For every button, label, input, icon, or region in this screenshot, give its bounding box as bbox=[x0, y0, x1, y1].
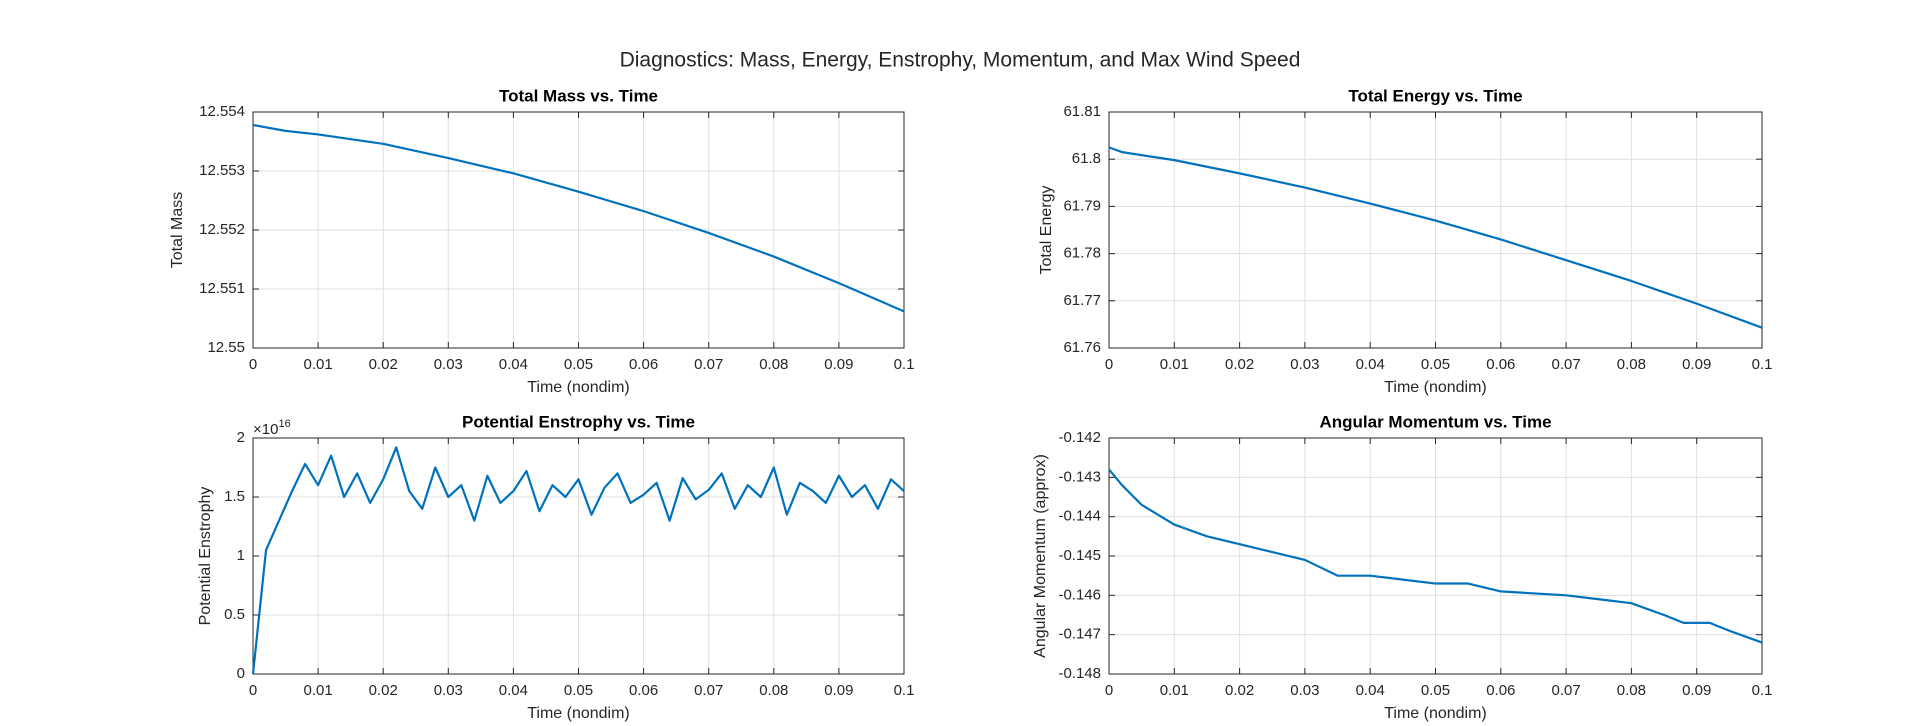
y-tick-label: 61.8 bbox=[1072, 150, 1101, 167]
x-tick-label: 0.03 bbox=[434, 682, 463, 699]
y-tick-label: -0.145 bbox=[1058, 547, 1101, 564]
x-axis-label: Time (nondim) bbox=[1384, 379, 1487, 396]
y-tick-label: 12.552 bbox=[199, 221, 245, 238]
x-tick-label: 0 bbox=[249, 682, 257, 699]
x-tick-label: 0.06 bbox=[1486, 356, 1515, 373]
y-tick-label: 61.78 bbox=[1063, 245, 1101, 262]
y-tick-label: 12.55 bbox=[207, 339, 245, 356]
axes-frame bbox=[1108, 437, 1763, 675]
y-tick-label: 1 bbox=[237, 547, 245, 564]
x-tick-label: 0.08 bbox=[759, 682, 788, 699]
y-tick-label: 0.5 bbox=[224, 606, 245, 623]
y-tick-label: -0.142 bbox=[1058, 429, 1101, 446]
y-tick-label: -0.143 bbox=[1058, 468, 1101, 485]
x-tick-label: 0.09 bbox=[824, 682, 853, 699]
y-axis-label: Total Mass bbox=[169, 192, 186, 268]
x-axis-label: Time (nondim) bbox=[527, 705, 630, 722]
x-tick-label: 0.03 bbox=[1290, 682, 1319, 699]
x-tick-label: 0.01 bbox=[1160, 356, 1189, 373]
x-tick-label: 0.02 bbox=[369, 682, 398, 699]
y-tick-label: -0.144 bbox=[1058, 508, 1101, 525]
x-tick-label: 0.03 bbox=[1290, 356, 1319, 373]
x-tick-label: 0.05 bbox=[564, 356, 593, 373]
x-tick-label: 0.04 bbox=[1356, 356, 1385, 373]
x-tick-label: 0.01 bbox=[303, 682, 332, 699]
figure-title: Diagnostics: Mass, Energy, Enstrophy, Mo… bbox=[620, 49, 1301, 72]
data-line bbox=[251, 446, 905, 675]
y-tick-label: 61.79 bbox=[1063, 197, 1101, 214]
x-tick-label: 0.09 bbox=[824, 356, 853, 373]
x-tick-label: 0.08 bbox=[1617, 682, 1646, 699]
y-tick-label: -0.146 bbox=[1058, 586, 1101, 603]
x-tick-label: 0.08 bbox=[1617, 356, 1646, 373]
x-axis-label: Time (nondim) bbox=[1384, 705, 1487, 722]
x-tick-label: 0.1 bbox=[1752, 356, 1773, 373]
subplot-title: Total Mass vs. Time bbox=[499, 86, 658, 105]
x-axis-label: Time (nondim) bbox=[527, 379, 630, 396]
x-tick-label: 0.02 bbox=[369, 356, 398, 373]
x-tick-label: 0.04 bbox=[1356, 682, 1385, 699]
y-tick-label: 12.554 bbox=[199, 103, 245, 120]
data-line bbox=[1108, 468, 1763, 644]
x-tick-label: 0.01 bbox=[303, 356, 332, 373]
y-tick-label: 61.76 bbox=[1063, 339, 1101, 356]
x-tick-label: 0.07 bbox=[694, 356, 723, 373]
x-tick-label: 0.06 bbox=[629, 682, 658, 699]
y-tick-label: 61.81 bbox=[1063, 103, 1101, 120]
x-tick-label: 0.1 bbox=[894, 682, 915, 699]
x-tick-label: 0.07 bbox=[694, 682, 723, 699]
x-tick-label: 0.1 bbox=[1752, 682, 1773, 699]
axes-frame bbox=[252, 437, 905, 675]
y-tick-label: -0.147 bbox=[1058, 626, 1101, 643]
x-tick-label: 0 bbox=[1105, 682, 1113, 699]
x-tick-label: 0.05 bbox=[1421, 682, 1450, 699]
x-tick-label: 0.02 bbox=[1225, 356, 1254, 373]
subplot: 0 0.01 0.02 0.03 0.04 0.05 0.06 0.07 0.08 0.09 0.1… bbox=[1032, 412, 1772, 722]
y-multiplier: ×1016 bbox=[253, 418, 291, 438]
x-tick-label: 0.04 bbox=[499, 682, 528, 699]
x-tick-label: 0.03 bbox=[434, 356, 463, 373]
x-tick-label: 0.08 bbox=[759, 356, 788, 373]
subplot: 0 0.01 0.02 0.03 0.04 0.05 0.06 0.07 0.08 0.09 0.1… bbox=[1038, 86, 1772, 396]
y-axis-label: Potential Enstrophy bbox=[197, 487, 214, 626]
data-line bbox=[1108, 146, 1763, 329]
x-tick-label: 0.07 bbox=[1551, 356, 1580, 373]
y-axis-label: Angular Momentum (approx) bbox=[1032, 454, 1049, 658]
x-tick-label: 0.05 bbox=[1421, 356, 1450, 373]
x-tick-label: 0.05 bbox=[564, 682, 593, 699]
y-tick-label: 61.77 bbox=[1063, 292, 1101, 309]
x-tick-label: 0.06 bbox=[629, 356, 658, 373]
subplot: 0 0.01 0.02 0.03 0.04 0.05 0.06 0.07 0.08 0.09 0.1… bbox=[197, 412, 914, 722]
x-tick-label: 0.09 bbox=[1682, 356, 1711, 373]
subplot-title: Potential Enstrophy vs. Time bbox=[462, 412, 695, 431]
multiplier-exponent: 16 bbox=[278, 418, 290, 430]
y-tick-label: 1.5 bbox=[224, 488, 245, 505]
x-tick-label: 0 bbox=[1105, 356, 1113, 373]
x-tick-label: 0.06 bbox=[1486, 682, 1515, 699]
y-tick-label: 12.553 bbox=[199, 162, 245, 179]
x-tick-label: 0 bbox=[249, 356, 257, 373]
y-tick-label: 12.551 bbox=[199, 280, 245, 297]
y-axis-label: Total Energy bbox=[1038, 186, 1055, 275]
x-tick-label: 0.1 bbox=[894, 356, 915, 373]
y-tick-label: 2 bbox=[237, 429, 245, 446]
x-tick-label: 0.02 bbox=[1225, 682, 1254, 699]
axes-frame bbox=[1108, 111, 1763, 349]
axes-frame bbox=[252, 111, 905, 349]
subplot: 0 0.01 0.02 0.03 0.04 0.05 0.06 0.07 0.08 0.09 0.1… bbox=[169, 86, 914, 396]
multiplier-base: ×10 bbox=[253, 421, 278, 438]
x-tick-label: 0.09 bbox=[1682, 682, 1711, 699]
y-tick-label: 0 bbox=[237, 665, 245, 682]
x-tick-label: 0.04 bbox=[499, 356, 528, 373]
x-tick-label: 0.07 bbox=[1551, 682, 1580, 699]
subplot-title: Angular Momentum vs. Time bbox=[1319, 412, 1551, 431]
x-tick-label: 0.01 bbox=[1160, 682, 1189, 699]
subplot-title: Total Energy vs. Time bbox=[1348, 86, 1522, 105]
data-line bbox=[252, 123, 905, 313]
y-tick-label: -0.148 bbox=[1058, 665, 1101, 682]
